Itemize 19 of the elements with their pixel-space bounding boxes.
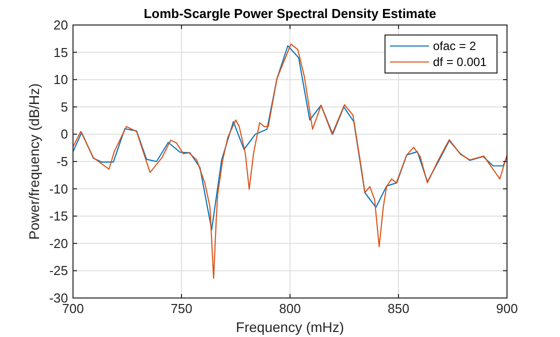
- legend-label: df = 0.001: [433, 55, 488, 69]
- legend-label: ofac = 2: [433, 39, 476, 53]
- chart-title: Lomb-Scargle Power Spectral Density Estimate: [144, 6, 436, 21]
- y-tick-label: 5: [60, 99, 68, 114]
- y-tick-label: -10: [49, 181, 68, 196]
- y-tick-label: -5: [56, 154, 68, 169]
- x-tick-label: 750: [170, 301, 192, 316]
- x-tick-label: 900: [496, 301, 518, 316]
- y-tick-label: -15: [49, 208, 68, 224]
- y-tick-label: 0: [60, 126, 68, 142]
- x-tick-label: 800: [279, 301, 301, 316]
- x-axis-title: Frequency (mHz): [236, 319, 344, 335]
- y-tick-label: -20: [49, 236, 68, 251]
- y-tick-label: 15: [54, 44, 68, 60]
- y-axis-title: Power/frequency (dB/Hz): [26, 83, 42, 240]
- y-tick-label: 20: [54, 18, 68, 32]
- y-tick-label: -25: [49, 263, 68, 278]
- y-tick-label: 10: [54, 72, 68, 88]
- x-tick-label: 850: [388, 301, 410, 316]
